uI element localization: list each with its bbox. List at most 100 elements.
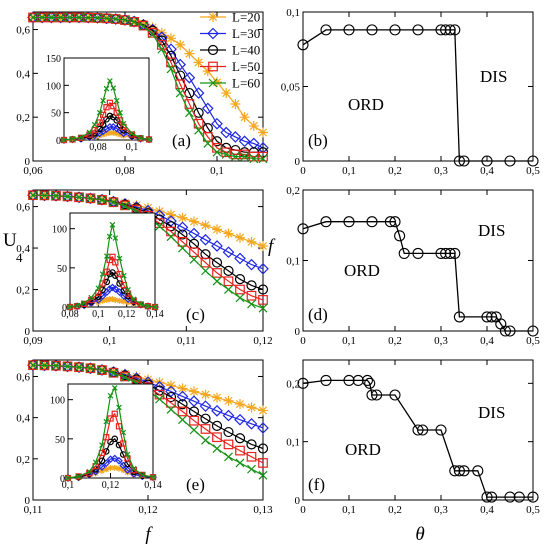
panel-b-xtick-label: 0: [300, 165, 306, 177]
star-marker-L=20: [184, 48, 195, 59]
x-marker-L=60: [97, 195, 107, 205]
circle-marker-L=40: [111, 435, 119, 443]
x-marker-L=60: [155, 394, 164, 404]
star-marker-L=20: [223, 228, 234, 239]
square-marker-L=50: [166, 397, 176, 408]
diamond-marker-L=30: [174, 58, 187, 71]
circle-marker-L=40: [234, 433, 246, 444]
diamond-marker-L=30: [245, 417, 258, 430]
diamond-marker-L=30: [220, 126, 233, 139]
square-marker-L=50: [235, 284, 245, 295]
inset-c-xtick-label: 0,1: [92, 309, 105, 320]
legend-label-L=20: L=20: [232, 10, 260, 25]
square-marker-L=50: [129, 17, 140, 27]
x-marker-L=60: [109, 368, 118, 378]
circle-marker-L=40: [246, 280, 257, 291]
panel-b-xtick-label: 0,4: [480, 165, 494, 177]
x-marker-L=60: [208, 78, 218, 88]
x-marker-L=60: [111, 14, 121, 24]
x-marker-L=60: [99, 442, 105, 448]
inset-e-series-L=60: [65, 385, 156, 481]
left-ylabel-main: U: [3, 230, 17, 251]
star-marker-L=20: [258, 405, 268, 416]
star-marker-L=20: [92, 470, 99, 477]
panel-f-phase-point: [371, 389, 383, 401]
inset-e-ytick-label: 50: [55, 435, 65, 446]
panel-f-phase-point: [297, 377, 309, 389]
inset-e-ytick-label: 0: [60, 474, 65, 485]
square-marker-L=50: [230, 149, 241, 160]
x-marker-L=60: [74, 192, 84, 202]
star-marker-L=20: [138, 19, 149, 30]
panel-label-a: (a): [172, 131, 191, 150]
square-marker-L=50: [110, 102, 117, 110]
x-marker-L=60: [152, 304, 158, 310]
panel-label-d: (d): [308, 305, 328, 324]
square-marker-L=50: [113, 109, 120, 116]
panel-a-ytick-label: 0,6: [16, 25, 30, 37]
circle-marker-L=40: [115, 441, 123, 449]
star-marker-L=20: [103, 130, 110, 137]
circle-marker-L=40: [177, 229, 188, 240]
x-marker-L=60: [120, 372, 130, 382]
x-marker-L=60: [203, 139, 213, 148]
panel-b-phase-point: [449, 24, 461, 36]
diamond-marker-L=30: [257, 422, 269, 434]
panel-b-phase-point: [453, 155, 465, 167]
square-marker-L=50: [212, 432, 222, 443]
star-marker-L=20: [189, 386, 199, 397]
panel-d-phase-point: [398, 247, 410, 259]
panel-b-phase-point: [527, 155, 539, 167]
diamond-marker-L=30: [105, 285, 114, 293]
star-marker-L=20: [258, 240, 268, 251]
panel-c-ytick-label: 0,2: [16, 285, 30, 297]
inset-c-series-L=50: [66, 253, 159, 311]
x-marker-L=60: [28, 190, 38, 200]
x-marker-L=60: [235, 293, 245, 303]
panel-c-ytick-label: 0,4: [16, 243, 30, 255]
star-marker-L=20: [120, 368, 130, 379]
star-marker-L=20: [200, 220, 211, 231]
star-marker-L=20: [120, 467, 127, 474]
panel-d-phase-point: [440, 247, 452, 259]
inset-a-ytick-label: 0: [56, 136, 61, 147]
panel-d-phase-point: [527, 325, 539, 337]
x-marker-L=60: [106, 233, 113, 240]
panel-d-phase-point: [504, 325, 516, 337]
star-marker-L=20: [112, 296, 119, 303]
panel-f-phase-point: [481, 491, 493, 503]
x-marker-L=60: [178, 243, 187, 253]
star-marker-L=20: [235, 399, 245, 410]
x-marker-L=60: [117, 109, 123, 116]
x-marker-L=60: [46, 13, 56, 22]
panel-f-xtick-label: 0,2: [388, 504, 402, 516]
x-marker-L=60: [184, 108, 194, 118]
star-marker-L=20: [110, 129, 117, 136]
panel-f-phase-point: [412, 424, 424, 436]
panel-b-phase-point: [504, 155, 516, 167]
diamond-marker-L=30: [188, 395, 200, 408]
x-marker-L=60: [65, 13, 75, 22]
panel-f-phase-point: [366, 389, 378, 401]
circle-marker-L=40: [223, 265, 234, 276]
panel-a-line-L=60: [33, 16, 263, 160]
star-marker-L=20: [116, 297, 123, 304]
panel-d-ytick-label: 0: [295, 326, 301, 338]
panel-f-frame: [302, 359, 534, 501]
panel-c-xtick-label: 0,11: [177, 335, 196, 347]
x-marker-L=60: [95, 285, 102, 292]
circle-marker-L=40: [257, 443, 269, 454]
panel-e: 0,11 0,12 0,13 0 0,2 0,4 0,6 0,1 0,12 0,14 0 50 100 (…: [16, 359, 273, 516]
x-marker-L=60: [201, 266, 210, 276]
x-marker-L=60: [83, 13, 93, 23]
x-marker-L=60: [240, 152, 250, 162]
x-marker-L=60: [258, 154, 268, 164]
panel-b-phase-point: [412, 24, 424, 36]
x-marker-L=60: [67, 304, 73, 310]
x-marker-L=60: [230, 152, 240, 162]
panel-f-ytick-label: 0,1: [286, 437, 300, 449]
diamond-marker-L=30: [98, 463, 106, 471]
panel-c-xtick-label: 0,12: [253, 335, 272, 347]
star-marker-L=20: [200, 389, 211, 400]
